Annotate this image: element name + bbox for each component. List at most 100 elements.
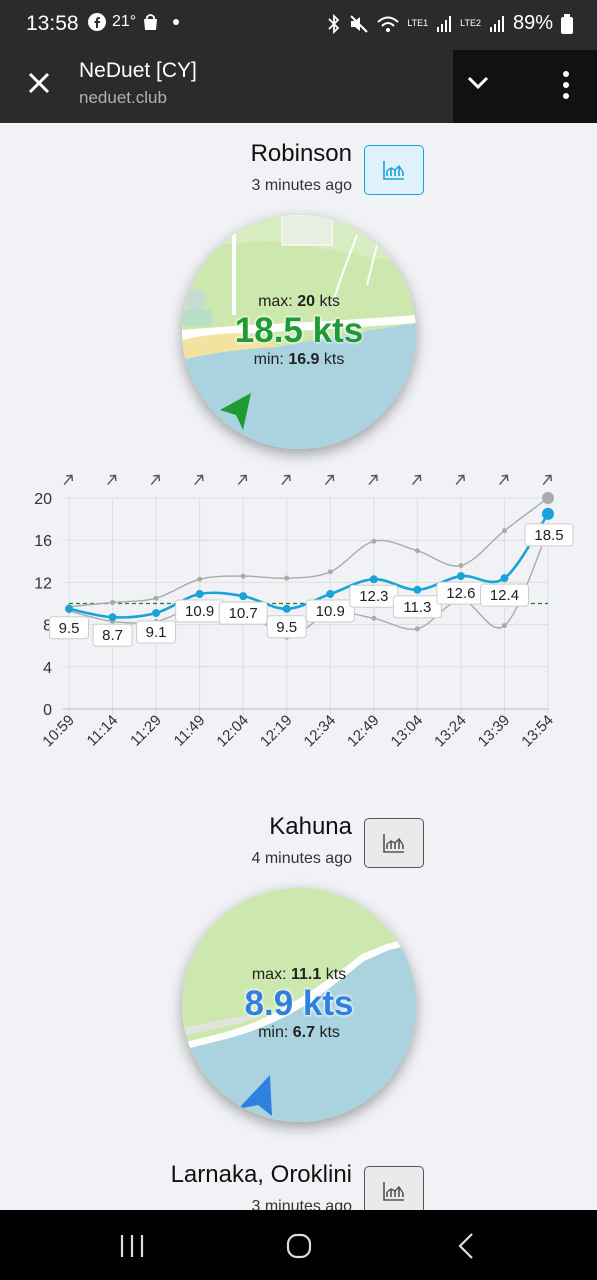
recent-apps-button[interactable]: [117, 1231, 147, 1261]
max-row: max: 11.1 kts: [182, 966, 416, 984]
max-series-point: [197, 576, 203, 582]
sim2-label: LTE2: [460, 18, 481, 28]
data-label-text: 11.3: [403, 599, 431, 616]
expand-button[interactable]: [463, 68, 493, 98]
arrow-stroke: [411, 474, 422, 486]
wind-direction-arrow-icon: [411, 474, 422, 486]
data-label-box: [392, 595, 442, 619]
data-label-text: 12.6: [446, 585, 475, 602]
close-button[interactable]: [24, 68, 54, 98]
data-label-box: [266, 615, 307, 639]
min-series-point: [371, 615, 377, 621]
avg-series-point: [500, 574, 509, 583]
max-series-point: [458, 563, 464, 569]
wind-map-circle: max: 11.1 kts 8.9 kts min: 6.7 kts: [182, 888, 416, 1122]
page-title: NeDuet [CY]: [79, 59, 197, 82]
wind-map-circle: max: 20 kts 18.5 kts min: 16.9 kts: [182, 215, 416, 449]
x-tick-label: 11:49: [171, 712, 209, 750]
status-notification-icons: 21°: [88, 13, 180, 31]
min-unit: kts: [319, 1024, 340, 1041]
data-label: 10.7: [218, 601, 268, 625]
wifi-icon: [377, 16, 399, 32]
arrow-stroke: [281, 474, 291, 486]
battery-icon: [561, 13, 573, 34]
arrow-stroke: [63, 474, 74, 486]
max-series-point: [284, 575, 290, 581]
page-url[interactable]: neduet.club: [79, 88, 167, 107]
station-updated: 4 minutes ago: [251, 850, 352, 867]
wind-speed: 18.5 kts: [234, 311, 364, 350]
avg-series-point: [456, 572, 465, 581]
wind-direction-arrow-icon: [63, 474, 74, 486]
back-button[interactable]: [452, 1231, 482, 1261]
arrow-stroke: [194, 474, 204, 486]
data-label: 9.5: [49, 616, 89, 640]
avg-series-point: [65, 604, 73, 613]
min-row: min: 6.7 kts: [182, 1024, 416, 1042]
wind-direction-arrow-icon: [238, 1075, 272, 1116]
avg-series-point: [195, 590, 204, 599]
data-label-box: [305, 599, 355, 623]
min-value: 6.7: [292, 1024, 316, 1041]
dot-icon: [173, 19, 180, 25]
wind-readout: max: 20 kts 18.5 kts min: 16.9 kts: [182, 293, 416, 369]
data-label-text: 18.5: [534, 527, 563, 544]
arrow-stroke: [324, 474, 335, 486]
chart-toggle-button[interactable]: [364, 145, 424, 195]
min-label: min:: [258, 1024, 289, 1041]
y-tick-label: 4: [43, 660, 52, 677]
station-name: Larnaka, Oroklini: [170, 1161, 352, 1188]
signal-icon: [489, 15, 504, 32]
max-series-point: [542, 492, 554, 504]
y-tick-label: 0: [43, 702, 52, 719]
avg-series-point: [282, 604, 291, 613]
data-label-box: [218, 601, 268, 625]
close-icon: [28, 72, 50, 94]
min-series-point: [414, 626, 420, 632]
max-series-point: [414, 548, 420, 554]
min-row: min: 16.9 kts: [182, 351, 416, 369]
x-tick-label: 11:29: [127, 712, 165, 750]
arrow-stroke: [368, 474, 378, 486]
avg-series-point: [239, 592, 248, 601]
home-button[interactable]: [284, 1231, 314, 1261]
x-tick-label: 13:39: [475, 712, 514, 751]
station-updated: 3 minutes ago: [251, 177, 352, 194]
wind-direction-arrow-icon: [542, 474, 553, 486]
sim1-label: LTE1: [407, 18, 429, 28]
avg-series-point: [152, 608, 161, 617]
min-label: min:: [253, 351, 284, 368]
min-series-point: [501, 623, 507, 629]
max-series-point: [327, 569, 333, 575]
max-label: max:: [251, 966, 287, 983]
station-updated: 3 minutes ago: [251, 1198, 352, 1210]
avg-series-point: [369, 575, 378, 584]
map-background: [182, 888, 416, 1122]
max-row: max: 20 kts: [182, 293, 416, 311]
data-label-text: 12.3: [359, 588, 388, 605]
more-vert-icon: [563, 71, 569, 99]
data-label: 12.4: [479, 583, 529, 607]
wind-direction-arrow-icon: [499, 474, 509, 486]
wind-direction-arrow-icon: [368, 474, 378, 486]
status-system-icons: LTE1 LTE2 89%: [327, 12, 573, 35]
data-label: 11.3: [392, 595, 442, 619]
more-menu-button[interactable]: [561, 70, 571, 100]
y-tick-label: 16: [34, 533, 52, 550]
chart-toggle-button[interactable]: [364, 818, 424, 868]
wind-direction-arrow-icon: [107, 474, 117, 486]
chart-toggle-button[interactable]: [364, 1166, 424, 1210]
max-series-point: [153, 595, 159, 601]
wind-direction-arrow-icon: [281, 474, 291, 486]
x-tick-label: 12:19: [257, 712, 296, 751]
x-tick-label: 13:24: [431, 712, 470, 751]
signal-icon: [437, 15, 452, 32]
max-series-point: [501, 528, 507, 534]
min-value: 16.9: [288, 351, 320, 368]
wind-direction-arrow-icon: [324, 474, 335, 486]
arrow-stroke: [499, 474, 509, 486]
wind-direction-arrow-icon: [455, 474, 465, 486]
max-value: 11.1: [290, 966, 322, 983]
arrow-stroke: [455, 474, 465, 486]
